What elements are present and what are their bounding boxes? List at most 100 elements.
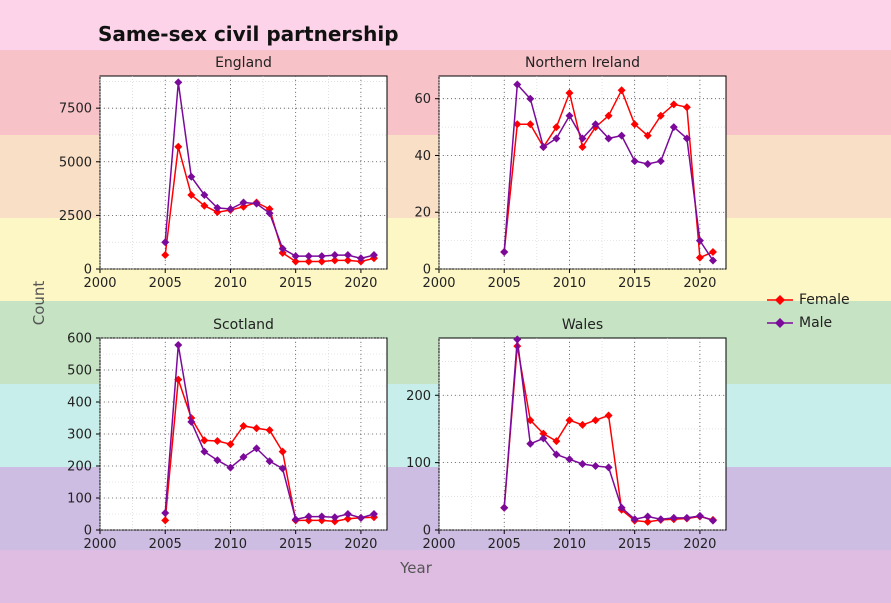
data-point-female: [174, 142, 183, 151]
data-point-female: [239, 422, 248, 430]
data-point-male: [252, 199, 261, 208]
data-point-male: [539, 434, 548, 443]
y-tick-label: 100: [406, 456, 431, 471]
y-tick-label: 40: [414, 149, 431, 164]
data-point-male: [695, 236, 704, 245]
x-tick-label: 2020: [344, 537, 377, 552]
data-point-male: [213, 203, 222, 212]
data-point-female: [304, 257, 313, 266]
data-point-male: [239, 198, 248, 207]
data-point-female: [213, 208, 222, 217]
data-point-male: [213, 456, 222, 465]
data-point-female: [708, 247, 717, 256]
data-point-male: [174, 341, 183, 350]
data-point-female: [669, 100, 678, 109]
data-point-male: [226, 463, 235, 472]
data-point-female: [200, 201, 209, 210]
data-point-female: [591, 416, 600, 425]
data-point-male: [630, 515, 639, 524]
plot-area: [99, 75, 388, 270]
x-tick-label: 2000: [422, 537, 455, 552]
data-point-male: [161, 509, 170, 518]
y-tick-label: 0: [423, 524, 431, 539]
data-point-male: [330, 251, 339, 260]
data-point-male: [604, 134, 613, 143]
data-point-male: [343, 510, 352, 518]
data-point-female: [161, 251, 170, 260]
data-point-male: [304, 512, 313, 521]
data-point-male: [552, 134, 561, 143]
data-point-male: [500, 247, 509, 256]
data-point-female: [252, 424, 261, 433]
data-point-female: [552, 437, 561, 446]
data-point-female: [565, 89, 574, 98]
data-point-male: [317, 512, 326, 521]
data-point-female: [343, 514, 352, 523]
panel-northern-ireland: 2000 2005 2010 2015 2020 0 20 40 60 Northern Irel…: [414, 55, 727, 291]
data-point-male: [682, 513, 691, 522]
data-point-male: [617, 131, 626, 140]
panel-wales: 2000 2005 2010 2015 2020 0 100 200 Wales: [406, 317, 727, 552]
y-tick-label: 0: [84, 263, 92, 278]
data-point-female: [317, 257, 326, 266]
data-point-male: [278, 244, 287, 253]
data-point-female: [291, 257, 300, 266]
data-point-male: [682, 134, 691, 143]
x-tick-label: 2005: [149, 537, 182, 552]
panel-title: Wales: [562, 317, 603, 333]
plot-area: [438, 75, 727, 270]
data-point-male: [265, 209, 274, 218]
y-tick-label: 500: [67, 364, 92, 379]
data-point-female: [526, 120, 535, 129]
data-point-male: [604, 463, 613, 472]
data-point-male: [369, 510, 378, 518]
data-point-female: [643, 131, 652, 140]
data-point-male: [539, 142, 548, 151]
x-tick-label: 2000: [422, 276, 455, 291]
data-point-male: [174, 78, 183, 87]
data-point-female: [565, 416, 574, 425]
y-tick-label: 0: [84, 524, 92, 539]
y-tick-label: 600: [67, 332, 92, 347]
data-point-male: [695, 511, 704, 520]
plot-area: [99, 337, 388, 531]
x-tick-label: 2015: [618, 537, 651, 552]
data-point-female: [213, 437, 222, 446]
y-tick-label: 2500: [59, 209, 92, 224]
y-tick-label: 200: [67, 460, 92, 475]
legend-swatch-female: [767, 294, 793, 305]
x-tick-label: 2010: [214, 276, 247, 291]
y-tick-label: 100: [67, 492, 92, 507]
legend: Female Male: [765, 288, 850, 334]
x-axis-label: Year: [399, 559, 433, 577]
data-point-female: [695, 253, 704, 262]
data-point-male: [617, 503, 626, 512]
data-point-female: [278, 248, 287, 257]
data-point-female: [239, 202, 248, 211]
data-point-female: [226, 440, 235, 449]
legend-swatch-male: [767, 317, 793, 328]
data-point-male: [265, 457, 274, 466]
chart-title: Same-sex civil partnership: [98, 22, 399, 46]
data-point-male: [591, 120, 600, 129]
data-point-male: [252, 444, 261, 453]
data-point-male: [708, 516, 717, 525]
data-point-male: [656, 157, 665, 166]
data-point-male: [630, 157, 639, 166]
panel-title: Northern Ireland: [525, 55, 640, 71]
data-point-male: [643, 159, 652, 168]
data-point-female: [539, 429, 548, 438]
plot-area: [438, 337, 727, 531]
legend-item-female: Female: [765, 288, 850, 311]
x-tick-label: 2000: [83, 537, 116, 552]
data-point-male: [200, 447, 209, 456]
data-point-male: [578, 459, 587, 468]
y-tick-label: 5000: [59, 155, 92, 170]
x-tick-label: 2015: [279, 537, 312, 552]
legend-item-male: Male: [765, 311, 850, 334]
x-tick-label: 2010: [214, 537, 247, 552]
data-point-female: [604, 411, 613, 420]
data-point-male: [369, 251, 378, 260]
y-tick-label: 200: [406, 389, 431, 404]
